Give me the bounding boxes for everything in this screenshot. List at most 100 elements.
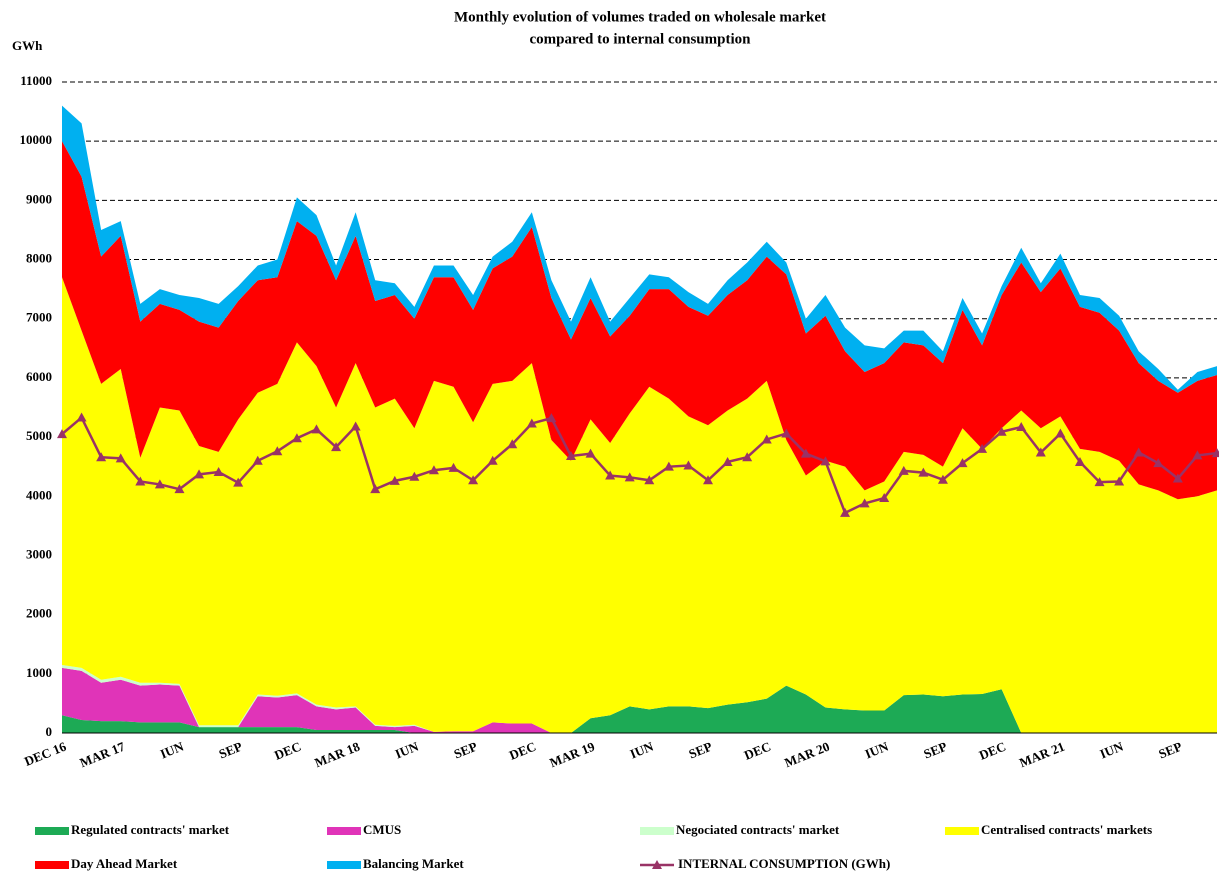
line-marker bbox=[1133, 447, 1144, 457]
line-marker bbox=[585, 448, 596, 458]
line-marker bbox=[487, 455, 498, 465]
legend-label: INTERNAL CONSUMPTION (GWh) bbox=[678, 856, 890, 871]
line-marker bbox=[428, 465, 439, 475]
line-marker bbox=[937, 474, 948, 484]
x-tick-label: IUN bbox=[158, 738, 186, 761]
line-marker bbox=[918, 467, 929, 477]
line-marker bbox=[1114, 476, 1125, 486]
line-marker bbox=[448, 462, 459, 472]
line-marker bbox=[742, 452, 753, 462]
line-marker bbox=[1153, 458, 1164, 468]
line-marker bbox=[996, 426, 1007, 436]
line-marker bbox=[409, 471, 420, 481]
line-marker bbox=[96, 452, 107, 462]
line-marker bbox=[154, 479, 165, 489]
area bbox=[62, 141, 1217, 500]
y-unit: GWh bbox=[12, 38, 43, 53]
line-marker bbox=[565, 451, 576, 461]
line-marker bbox=[468, 475, 479, 485]
x-tick-label: DEC bbox=[507, 739, 538, 763]
line-marker bbox=[233, 477, 244, 487]
x-tick-label: SEP bbox=[687, 739, 715, 762]
line-marker bbox=[135, 476, 146, 486]
line-marker bbox=[683, 460, 694, 470]
line-marker bbox=[898, 465, 909, 475]
line-marker bbox=[546, 413, 557, 423]
line-marker bbox=[1094, 477, 1105, 487]
line-marker bbox=[859, 498, 870, 508]
line-marker bbox=[213, 467, 224, 477]
line-marker bbox=[526, 418, 537, 428]
area bbox=[62, 277, 1217, 733]
x-tick-label: IUN bbox=[628, 738, 656, 761]
x-tick-label: SEP bbox=[452, 739, 480, 762]
line-marker bbox=[781, 428, 792, 438]
legend-label: Day Ahead Market bbox=[71, 856, 178, 871]
line-marker bbox=[389, 475, 400, 485]
line-marker bbox=[76, 412, 87, 422]
line-marker bbox=[272, 446, 283, 456]
chart-title: compared to internal consumption bbox=[530, 31, 752, 47]
line-marker bbox=[879, 493, 890, 503]
legend-label: Regulated contracts' market bbox=[71, 822, 230, 837]
line-marker bbox=[1074, 456, 1085, 466]
y-tick-label: 4000 bbox=[26, 487, 52, 502]
line-marker bbox=[663, 461, 674, 471]
line-marker bbox=[800, 448, 811, 458]
line-marker bbox=[722, 456, 733, 466]
x-tick-label: DEC 16 bbox=[22, 738, 69, 768]
line-marker bbox=[761, 434, 772, 444]
line-marker bbox=[1212, 448, 1219, 458]
legend-swatch bbox=[327, 861, 361, 869]
x-tick-label: DEC bbox=[272, 739, 303, 763]
line-marker bbox=[624, 472, 635, 482]
x-tick-label: MAR 19 bbox=[547, 738, 597, 770]
x-tick-label: MAR 20 bbox=[782, 739, 831, 771]
line-marker bbox=[507, 439, 518, 449]
y-tick-label: 7000 bbox=[26, 310, 52, 325]
line-marker bbox=[840, 507, 851, 517]
y-tick-label: 1000 bbox=[26, 665, 52, 680]
line-marker bbox=[311, 424, 322, 434]
line-marker bbox=[252, 455, 263, 465]
x-tick-label: MAR 17 bbox=[77, 738, 127, 770]
legend-swatch bbox=[35, 827, 69, 835]
line-marker bbox=[644, 475, 655, 485]
line-marker bbox=[957, 458, 968, 468]
line-marker bbox=[194, 469, 205, 479]
legend-label: Balancing Market bbox=[363, 856, 464, 871]
x-tick-label: SEP bbox=[921, 739, 949, 762]
legend-label: Centralised contracts' markets bbox=[981, 822, 1152, 837]
x-tick-label: MAR 21 bbox=[1017, 739, 1066, 771]
y-tick-label: 5000 bbox=[26, 428, 52, 443]
chart-title: Monthly evolution of volumes traded on w… bbox=[454, 9, 826, 25]
line-marker bbox=[977, 443, 988, 453]
line-marker bbox=[115, 453, 126, 463]
y-tick-label: 6000 bbox=[26, 369, 52, 384]
line-marker bbox=[820, 456, 831, 466]
y-tick-label: 9000 bbox=[26, 191, 52, 206]
line-marker bbox=[370, 484, 381, 494]
line-marker bbox=[57, 429, 67, 439]
line-marker bbox=[291, 433, 302, 443]
x-tick-label: DEC bbox=[977, 739, 1008, 763]
legend-swatch bbox=[327, 827, 361, 835]
x-tick-label: MAR 18 bbox=[312, 738, 362, 770]
y-tick-label: 11000 bbox=[20, 73, 52, 88]
y-tick-label: 0 bbox=[46, 724, 53, 739]
line-marker bbox=[1035, 447, 1046, 457]
legend-swatch bbox=[652, 860, 662, 869]
x-tick-label: DEC bbox=[742, 739, 773, 763]
line-marker bbox=[703, 475, 714, 485]
legend-swatch bbox=[945, 827, 979, 835]
legend-swatch bbox=[35, 861, 69, 869]
line-marker bbox=[1192, 450, 1203, 460]
line-marker bbox=[350, 421, 361, 431]
line-marker bbox=[1016, 422, 1027, 432]
line-marker bbox=[331, 442, 342, 452]
legend-swatch bbox=[640, 827, 674, 835]
x-tick-label: IUN bbox=[1098, 738, 1126, 761]
line-marker bbox=[605, 470, 616, 480]
y-tick-label: 2000 bbox=[26, 606, 52, 621]
